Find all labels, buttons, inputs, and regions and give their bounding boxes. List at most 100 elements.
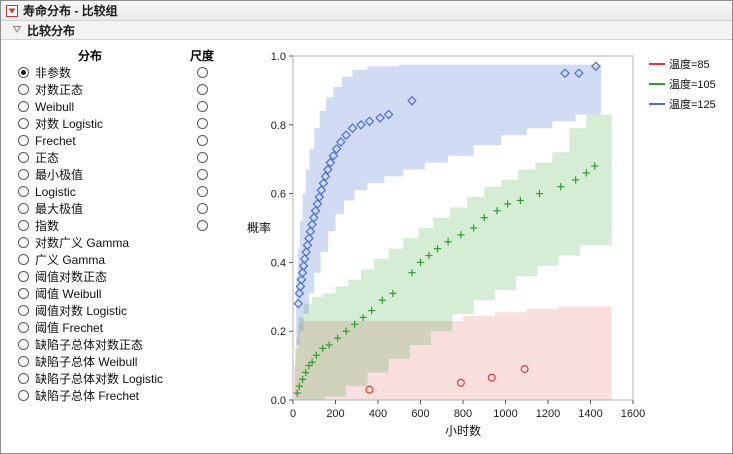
distribution-label: Logistic bbox=[35, 184, 76, 199]
distribution-row: 广义 Gamma bbox=[1, 251, 239, 268]
scale-cell bbox=[179, 101, 225, 112]
distribution-radio-0[interactable] bbox=[18, 67, 29, 78]
distribution-cell: 缺陷子总体对数 Logistic bbox=[1, 370, 179, 387]
report-outline-header[interactable]: 寿命分布 - 比较组 bbox=[1, 1, 732, 21]
distribution-radio-13[interactable] bbox=[18, 288, 29, 299]
legend-item[interactable]: 温度=105 bbox=[649, 76, 729, 92]
distribution-label: 正态 bbox=[35, 151, 60, 165]
scale-radio-0[interactable] bbox=[196, 67, 208, 78]
distribution-label: Frechet bbox=[35, 133, 76, 148]
confidence-band bbox=[296, 62, 602, 346]
distribution-cell: 对数 Logistic bbox=[1, 115, 179, 132]
distribution-row: 缺陷子总体对数正态 bbox=[1, 336, 239, 353]
x-tick-label: 200 bbox=[326, 408, 344, 420]
column-headers: 分布 尺度 bbox=[1, 47, 239, 64]
distribution-label: 缺陷子总体对数 Logistic bbox=[35, 372, 164, 386]
gray-disclosure-icon[interactable] bbox=[12, 23, 22, 37]
legend-line-icon bbox=[649, 63, 665, 65]
distribution-radio-18[interactable] bbox=[18, 373, 29, 384]
scale-radio-3[interactable] bbox=[196, 118, 208, 129]
distribution-radio-7[interactable] bbox=[18, 186, 29, 197]
scale-cell bbox=[179, 203, 225, 214]
x-tick-label: 1600 bbox=[621, 408, 645, 420]
scale-cell bbox=[179, 186, 225, 197]
y-tick-label: 0.0 bbox=[271, 395, 286, 407]
legend-item[interactable]: 温度=85 bbox=[649, 56, 729, 72]
confidence-band bbox=[294, 303, 612, 400]
compare-distributions-header[interactable]: 比较分布 bbox=[1, 21, 732, 40]
distribution-row: 最小极值 bbox=[1, 166, 239, 183]
scale-radio-6[interactable] bbox=[196, 169, 208, 180]
scale-radio-5[interactable] bbox=[196, 152, 208, 163]
distribution-radio-17[interactable] bbox=[18, 356, 29, 367]
distribution-label: 非参数 bbox=[35, 66, 72, 80]
scale-cell bbox=[179, 118, 225, 129]
x-tick-label: 400 bbox=[369, 408, 387, 420]
legend-line-icon bbox=[649, 103, 665, 105]
distribution-label: 阈值对数 Logistic bbox=[35, 304, 128, 318]
distribution-label: 指数 bbox=[35, 219, 60, 233]
y-axis-label: 概率 bbox=[247, 220, 271, 235]
distribution-column-header: 分布 bbox=[77, 49, 102, 63]
distribution-row: 对数正态 bbox=[1, 81, 239, 98]
distribution-radio-1[interactable] bbox=[18, 84, 29, 95]
distribution-radio-12[interactable] bbox=[18, 271, 29, 282]
red-disclosure-icon[interactable] bbox=[6, 4, 18, 17]
distribution-row: Frechet bbox=[1, 132, 239, 149]
distribution-label: 缺陷子总体 Frechet bbox=[35, 389, 140, 403]
plot-background bbox=[293, 56, 633, 400]
probability-plot[interactable]: 0.0 0.2 0.4 0.6 0.8 1.0 0 200 400 600 800 1000 1200 1… bbox=[239, 46, 649, 446]
distribution-label: 对数广义 Gamma bbox=[35, 236, 130, 250]
distribution-cell: 指数 bbox=[1, 217, 179, 234]
distribution-radio-10[interactable] bbox=[18, 237, 29, 248]
distribution-row: 缺陷子总体 Weibull bbox=[1, 353, 239, 370]
distribution-radio-19[interactable] bbox=[18, 390, 29, 401]
scale-cell bbox=[179, 135, 225, 146]
distribution-cell: 正态 bbox=[1, 149, 179, 166]
distribution-row: Logistic bbox=[1, 183, 239, 200]
distribution-radio-4[interactable] bbox=[18, 135, 29, 146]
distribution-radio-5[interactable] bbox=[18, 152, 29, 163]
scale-radio-8[interactable] bbox=[196, 203, 208, 214]
distribution-label: 缺陷子总体对数正态 bbox=[35, 338, 144, 352]
legend: 温度=85 温度=105 温度=125 bbox=[649, 46, 729, 453]
scale-cell bbox=[179, 67, 225, 78]
panel-content: 分布 尺度 非参数 对数正态 Weibull 对数 Logistic Frechet 正态… bbox=[1, 40, 732, 453]
distribution-label: 阈值对数正态 bbox=[35, 270, 108, 284]
distribution-row: 阈值 Weibull bbox=[1, 285, 239, 302]
panel-title: 比较分布 bbox=[27, 23, 76, 38]
distribution-row: 非参数 bbox=[1, 64, 239, 81]
confidence-band bbox=[295, 107, 612, 400]
scale-radio-9[interactable] bbox=[196, 220, 208, 231]
distribution-cell: Weibull bbox=[1, 100, 179, 114]
series-markers bbox=[365, 365, 529, 394]
distribution-cell: 对数正态 bbox=[1, 81, 179, 98]
distribution-radio-3[interactable] bbox=[18, 118, 29, 129]
distribution-row: Weibull bbox=[1, 98, 239, 115]
scale-radio-1[interactable] bbox=[196, 84, 208, 95]
distribution-radio-9[interactable] bbox=[18, 220, 29, 231]
distribution-radio-15[interactable] bbox=[18, 322, 29, 333]
scale-radio-4[interactable] bbox=[196, 135, 208, 146]
distribution-row: 正态 bbox=[1, 149, 239, 166]
distribution-radio-8[interactable] bbox=[18, 203, 29, 214]
distribution-cell: 阈值 Frechet bbox=[1, 319, 179, 336]
legend-item[interactable]: 温度=125 bbox=[649, 96, 729, 112]
distribution-label: 阈值 Weibull bbox=[35, 287, 102, 301]
series-markers bbox=[293, 61, 601, 309]
x-axis-label: 小时数 bbox=[445, 423, 481, 438]
distribution-radio-6[interactable] bbox=[18, 169, 29, 180]
distribution-row: 缺陷子总体 Frechet bbox=[1, 387, 239, 404]
distribution-radio-11[interactable] bbox=[18, 254, 29, 265]
distribution-radio-2[interactable] bbox=[18, 101, 29, 112]
distribution-label: 最小极值 bbox=[35, 168, 84, 182]
scale-radio-7[interactable] bbox=[196, 186, 208, 197]
distribution-radio-16[interactable] bbox=[18, 339, 29, 350]
distribution-row: 缺陷子总体对数 Logistic bbox=[1, 370, 239, 387]
x-tick-label: 1000 bbox=[493, 408, 517, 420]
y-tick-label: 1.0 bbox=[271, 51, 286, 63]
scale-radio-2[interactable] bbox=[196, 101, 208, 112]
distribution-cell: 阈值 Weibull bbox=[1, 285, 179, 302]
distribution-radio-14[interactable] bbox=[18, 305, 29, 316]
